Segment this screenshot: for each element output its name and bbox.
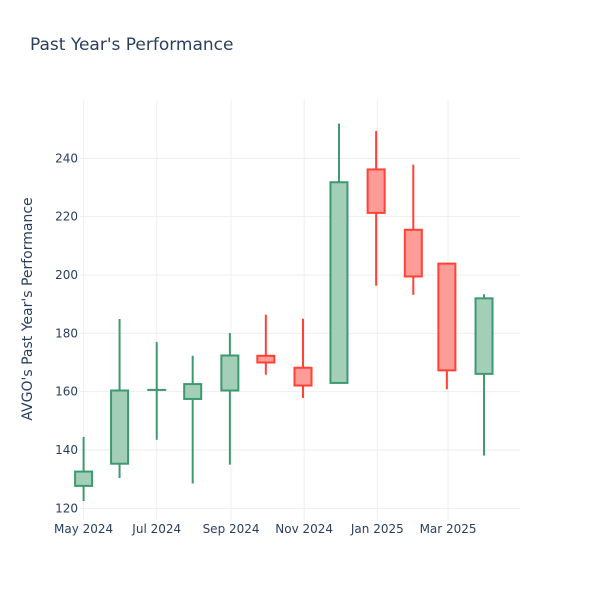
x-tick-label: Sep 2024 [203,522,260,536]
y-tick-label: 240 [55,151,78,165]
candle-body [368,169,385,212]
candle-body [75,472,92,486]
x-tick-label: Nov 2024 [275,522,333,536]
y-tick-label: 180 [55,326,78,340]
chart-title: Past Year's Performance [30,35,234,55]
y-tick-label: 220 [55,210,78,224]
candle-body [294,368,311,386]
x-tick-label: Jul 2024 [131,522,181,536]
y-axis-title: AVGO's Past Year's Performance [20,197,36,420]
candle-body [476,298,493,374]
y-tick-label: 200 [55,268,78,282]
candle-body [405,230,422,277]
y-tick-label: 120 [55,501,78,515]
candle-body [438,264,455,371]
candle [438,264,455,390]
x-tick-label: Jan 2025 [350,522,404,536]
y-tick-label: 160 [55,385,78,399]
candle-body [111,391,128,464]
candle-body [221,356,238,391]
x-tick-label: Mar 2025 [420,522,477,536]
candle-body [184,384,201,399]
candle-body [257,356,274,363]
candle-body [330,182,347,383]
y-tick-label: 140 [55,443,78,457]
x-tick-label: May 2024 [54,522,113,536]
